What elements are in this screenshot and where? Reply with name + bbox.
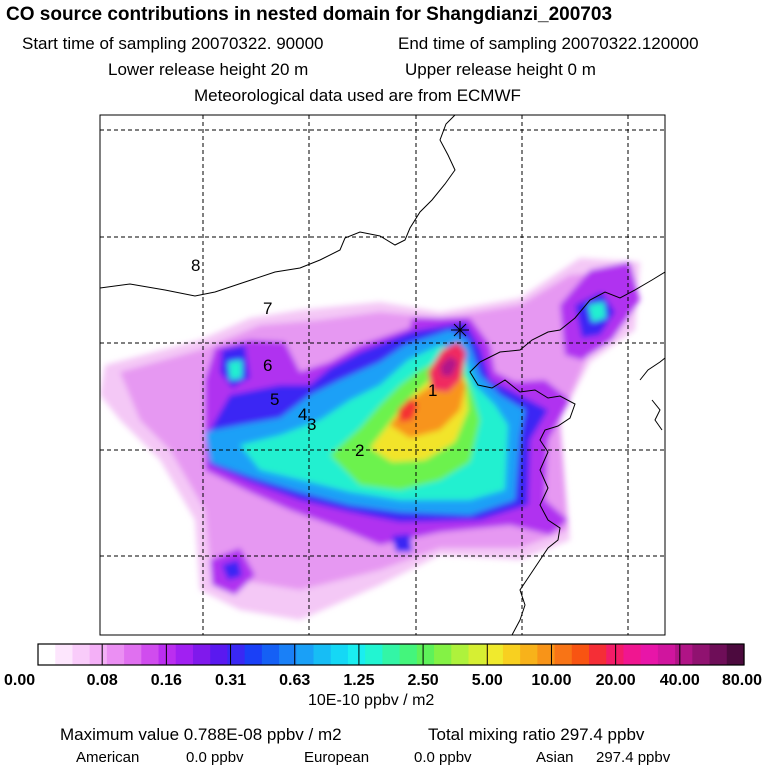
region-label-4: 4 bbox=[298, 405, 307, 424]
colorbar-tick-label: 0.16 bbox=[151, 672, 182, 689]
colorbar-swatch bbox=[675, 644, 693, 665]
coast-line-east bbox=[651, 399, 663, 431]
colorbar-tick-label: 0.63 bbox=[279, 672, 310, 689]
concentration-field bbox=[100, 258, 640, 620]
colorbar-swatch bbox=[261, 644, 280, 665]
colorbar-swatch bbox=[347, 644, 366, 665]
colorbar-tick-label: 2.50 bbox=[408, 672, 439, 689]
colorbar-swatch bbox=[227, 644, 246, 665]
end-sampling-text: End time of sampling 20070322.120000 bbox=[398, 34, 699, 53]
colorbar-swatch bbox=[106, 644, 125, 665]
colorbar-swatch bbox=[399, 644, 418, 665]
colorbar-tick-label: 80.00 bbox=[722, 672, 762, 689]
max-value-text: Maximum value 0.788E-08 ppbv / m2 bbox=[60, 725, 342, 744]
colorbar-tick-label: 0.00 bbox=[4, 672, 35, 689]
total-mixing-text: Total mixing ratio 297.4 ppbv bbox=[428, 725, 645, 744]
colorbar-tick-label: 40.00 bbox=[660, 672, 700, 689]
colorbar-swatch bbox=[537, 644, 556, 665]
field-level-se-blue bbox=[392, 534, 412, 552]
colorbar-tick-label: 5.00 bbox=[472, 672, 503, 689]
field-level-red bbox=[398, 398, 418, 422]
colorbar-swatch bbox=[313, 644, 332, 665]
region-label-3: 3 bbox=[307, 415, 316, 434]
asian-label: Asian bbox=[536, 749, 574, 766]
colorbar-swatch bbox=[520, 644, 538, 665]
colorbar-frame bbox=[37, 643, 745, 666]
asian-value: 297.4 ppbv bbox=[596, 749, 671, 766]
colorbar-swatch bbox=[296, 644, 315, 665]
colorbar-swatch bbox=[89, 644, 108, 665]
coast-line-north bbox=[479, 271, 665, 363]
colorbar-swatch bbox=[485, 644, 504, 665]
american-value: 0.0 ppbv bbox=[186, 749, 244, 766]
colorbar-swatch bbox=[589, 644, 607, 665]
region-label-5: 5 bbox=[270, 390, 279, 409]
colorbar-swatch bbox=[657, 644, 676, 665]
colorbar-swatch bbox=[434, 644, 452, 665]
lower-release-text: Lower release height 20 m bbox=[108, 60, 309, 79]
colorbar-tick-label: 1.25 bbox=[343, 672, 374, 689]
field-level-ne-cyan bbox=[588, 302, 606, 322]
met-data-text: Meteorological data used are from ECMWF bbox=[194, 86, 521, 105]
colorbar-swatch bbox=[382, 644, 401, 665]
region-label-8: 8 bbox=[191, 256, 200, 275]
colorbar-swatch bbox=[158, 644, 177, 665]
region-label-2: 2 bbox=[355, 441, 364, 460]
map-borders bbox=[100, 115, 665, 635]
colorbar-tick-label: 10.00 bbox=[531, 672, 571, 689]
chart-title: CO source contributions in nested domain… bbox=[6, 4, 613, 25]
colorbar-swatch bbox=[554, 644, 573, 665]
colorbar-swatch bbox=[365, 644, 383, 665]
colorbar-swatch bbox=[279, 644, 297, 665]
grid-lines bbox=[100, 115, 665, 635]
colorbar-swatch bbox=[709, 644, 728, 665]
colorbar-swatch bbox=[640, 644, 659, 665]
colorbar-swatch bbox=[330, 644, 349, 665]
colorbar-tick-label: 0.08 bbox=[87, 672, 118, 689]
colorbar-swatch bbox=[38, 644, 56, 665]
boundary-line bbox=[100, 115, 456, 297]
colorbar-swatch bbox=[468, 644, 487, 665]
field-level-peak bbox=[440, 356, 458, 376]
colorbar-swatch bbox=[55, 644, 74, 665]
coast-line-korea bbox=[639, 357, 665, 381]
colorbar-swatch bbox=[726, 644, 745, 665]
field-level-south-blue bbox=[222, 560, 242, 580]
colorbar-swatch bbox=[210, 644, 229, 665]
colorbar-swatch bbox=[502, 644, 521, 665]
coast-line-bohai bbox=[469, 361, 576, 635]
american-label: American bbox=[76, 749, 140, 766]
colorbar-swatch bbox=[124, 644, 142, 665]
upper-release-text: Upper release height 0 m bbox=[405, 60, 596, 79]
colorbar-swatch bbox=[192, 644, 211, 665]
colorbar-swatch bbox=[72, 644, 91, 665]
colorbar-tick-label: 0.31 bbox=[215, 672, 246, 689]
colorbar-swatch bbox=[692, 644, 711, 665]
colorbar-swatch bbox=[141, 644, 160, 665]
colorbar-swatch bbox=[623, 644, 642, 665]
colorbar-swatch bbox=[451, 644, 470, 665]
colorbar bbox=[38, 644, 745, 665]
region-label-6: 6 bbox=[263, 356, 272, 375]
field-level-west-cyan bbox=[228, 360, 242, 380]
colorbar-swatch bbox=[244, 644, 263, 665]
colorbar-tick-label: 20.00 bbox=[596, 672, 636, 689]
colorbar-swatch bbox=[175, 644, 194, 665]
colorbar-unit: 10E-10 ppbv / m2 bbox=[308, 692, 435, 709]
european-label: European bbox=[304, 749, 370, 766]
plot-frame bbox=[99, 114, 666, 636]
colorbar-swatch bbox=[416, 644, 435, 665]
region-label-7: 7 bbox=[263, 299, 272, 318]
receptor-marker bbox=[451, 321, 469, 339]
region-label-1: 1 bbox=[428, 381, 437, 400]
colorbar-swatch bbox=[571, 644, 590, 665]
start-sampling-text: Start time of sampling 20070322. 90000 bbox=[22, 34, 324, 53]
european-value: 0.0 ppbv bbox=[414, 749, 472, 766]
